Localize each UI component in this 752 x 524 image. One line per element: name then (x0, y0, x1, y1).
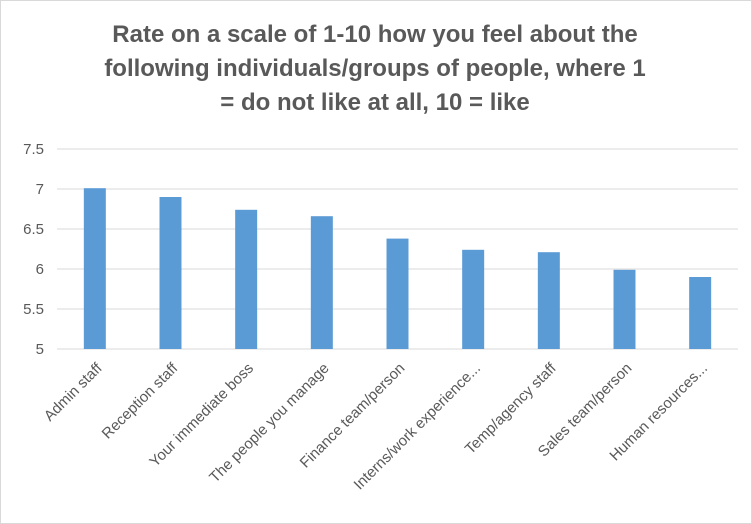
x-tick-label: Reception staff (99, 359, 182, 442)
chart-title-line-1: Rate on a scale of 1-10 how you feel abo… (112, 21, 638, 48)
y-tick-label: 5.5 (23, 301, 44, 318)
x-tick-label: Admin staff (41, 359, 106, 424)
bar (462, 249, 485, 349)
chart-title: Rate on a scale of 1-10 how you feel abo… (40, 18, 710, 120)
x-tick-label: Interns/work experience... (351, 360, 484, 493)
chart-title-line-3: = do not like at all, 10 = like (220, 89, 530, 116)
bar (235, 209, 258, 349)
y-tick-label: 5 (36, 341, 44, 358)
bar (386, 238, 409, 349)
bar (537, 252, 560, 349)
bars (83, 188, 712, 349)
y-tick-label: 7.5 (23, 141, 44, 158)
bar (83, 188, 106, 349)
bar (310, 216, 333, 349)
bar (613, 269, 636, 349)
bar (159, 197, 182, 349)
y-tick-label: 6.5 (23, 221, 44, 238)
y-tick-label: 7 (36, 181, 44, 198)
y-axis: 7.5 7 6.5 6 5.5 5 (23, 141, 44, 358)
y-tick-label: 6 (36, 261, 44, 278)
bar (689, 277, 712, 349)
chart-title-line-2: following individuals/groups of people, … (104, 55, 646, 82)
